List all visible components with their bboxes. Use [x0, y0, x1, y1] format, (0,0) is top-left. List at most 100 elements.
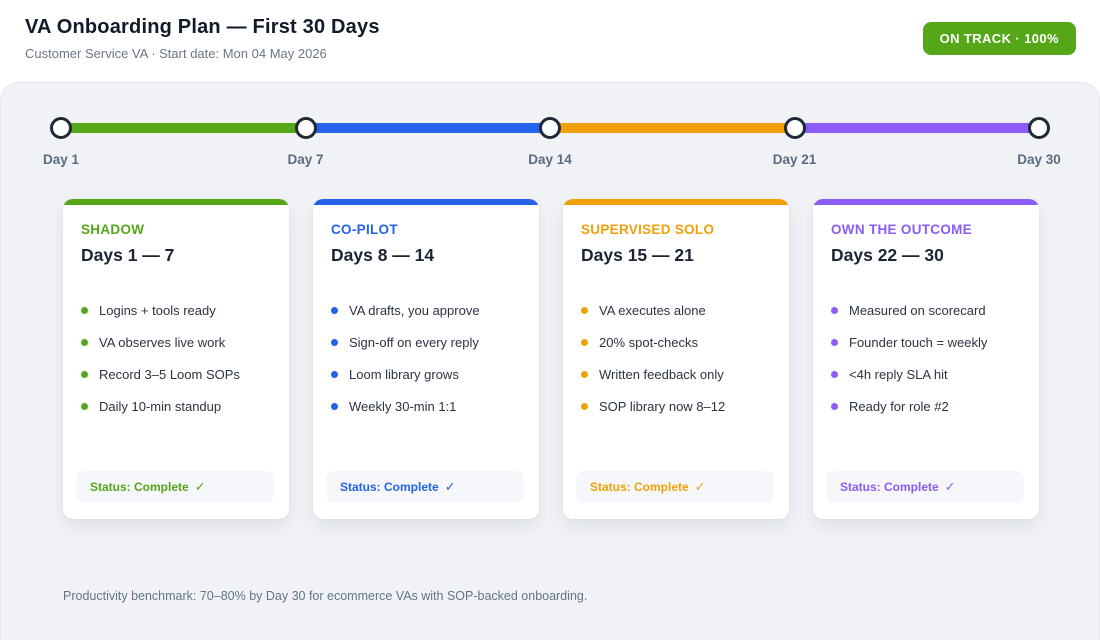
card-accent-bar [563, 199, 789, 205]
card-accent-bar [63, 199, 289, 205]
status-label: Status: Complete [340, 480, 439, 494]
list-item: SOP library now 8–12 [581, 390, 771, 422]
timeline-node-day-14 [539, 117, 561, 139]
list-item: Sign-off on every reply [331, 326, 521, 358]
timeline-label-day-21: Day 21 [772, 152, 817, 167]
phase-item-list: VA drafts, you approve Sign-off on every… [331, 294, 521, 422]
list-item: Daily 10-min standup [81, 390, 271, 422]
list-item: Loom library grows [331, 358, 521, 390]
timeline-node-day-1 [50, 117, 72, 139]
phase-item-list: Logins + tools ready VA observes live wo… [81, 294, 271, 422]
timeline-segment-1 [61, 123, 306, 133]
phase-cards: SHADOW Days 1 — 7 Logins + tools ready V… [63, 199, 1039, 519]
list-item-label: Measured on scorecard [849, 302, 986, 318]
card-accent-bar [813, 199, 1039, 205]
list-item-label: Sign-off on every reply [349, 334, 479, 350]
list-item-label: Ready for role #2 [849, 398, 949, 414]
bullet-dot-icon [831, 306, 838, 314]
bullet-dot-icon [81, 370, 88, 378]
checkmark-icon: ✓ [444, 479, 456, 494]
timeline-segment-3 [550, 123, 795, 133]
bullet-dot-icon [831, 338, 838, 346]
bullet-dot-icon [581, 402, 588, 410]
bullet-dot-icon [81, 306, 88, 314]
list-item: VA observes live work [81, 326, 271, 358]
list-item-label: Loom library grows [349, 366, 459, 382]
status-badge: ON TRACK · 100% [922, 22, 1076, 55]
phase-days: Days 8 — 14 [331, 245, 435, 265]
bullet-dot-icon [331, 338, 338, 346]
checkmark-icon: ✓ [194, 479, 206, 494]
phase-name: SHADOW [81, 222, 145, 237]
list-item-label: Record 3–5 Loom SOPs [99, 366, 240, 382]
checkmark-icon: ✓ [944, 479, 956, 494]
list-item: <4h reply SLA hit [831, 358, 1021, 390]
list-item: Logins + tools ready [81, 294, 271, 326]
list-item-label: <4h reply SLA hit [849, 366, 948, 382]
status-label: Status: Complete [840, 480, 939, 494]
phase-name: OWN THE OUTCOME [831, 222, 972, 237]
page-title: VA Onboarding Plan — First 30 Days [25, 16, 380, 38]
status-pill: Status: Complete ✓ [326, 471, 524, 503]
status-label: Status: Complete [90, 480, 189, 494]
bullet-dot-icon [581, 306, 588, 314]
bullet-dot-icon [81, 402, 88, 410]
bullet-dot-icon [331, 402, 338, 410]
benchmark-note: Productivity benchmark: 70–80% by Day 30… [63, 589, 588, 603]
page-header: VA Onboarding Plan — First 30 Days Custo… [0, 0, 1100, 82]
timeline-node-day-30 [1028, 117, 1050, 139]
bullet-dot-icon [581, 370, 588, 378]
timeline-node-day-21 [783, 117, 806, 139]
phase-card-co-pilot: CO-PILOT Days 8 — 14 VA drafts, you appr… [313, 199, 539, 519]
status-label: Status: Complete [590, 480, 689, 494]
list-item-label: VA executes alone [599, 302, 706, 318]
checkmark-icon: ✓ [694, 479, 706, 494]
list-item-label: Logins + tools ready [99, 302, 216, 318]
list-item: Measured on scorecard [831, 294, 1021, 326]
phase-days: Days 22 — 30 [831, 245, 944, 265]
phase-item-list: VA executes alone 20% spot-checks Writte… [581, 294, 771, 422]
list-item: Record 3–5 Loom SOPs [81, 358, 271, 390]
list-item-label: Founder touch = weekly [849, 334, 988, 350]
list-item: VA drafts, you approve [331, 294, 521, 326]
bullet-dot-icon [331, 306, 338, 314]
timeline-label-day-14: Day 14 [528, 152, 572, 167]
phase-card-own-the-outcome: OWN THE OUTCOME Days 22 — 30 Measured on… [813, 199, 1039, 519]
phase-item-list: Measured on scorecard Founder touch = we… [831, 294, 1021, 422]
status-pill: Status: Complete ✓ [576, 471, 774, 503]
list-item-label: VA observes live work [99, 334, 226, 350]
list-item: Ready for role #2 [831, 390, 1021, 422]
timeline-label-day-1: Day 1 [42, 152, 80, 167]
phase-name: SUPERVISED SOLO [581, 222, 715, 237]
status-pill: Status: Complete ✓ [826, 471, 1024, 503]
bullet-dot-icon [331, 370, 338, 378]
bullet-dot-icon [581, 338, 588, 346]
phase-card-supervised-solo: SUPERVISED SOLO Days 15 — 21 VA executes… [563, 199, 789, 519]
status-pill: Status: Complete ✓ [76, 471, 274, 503]
phase-days: Days 1 — 7 [81, 245, 175, 265]
list-item-label: Written feedback only [599, 366, 724, 382]
page-subtitle: Customer Service VA · Start date: Mon 04… [25, 46, 327, 61]
phase-name: CO-PILOT [331, 222, 398, 237]
timeline-segment-2 [305, 123, 550, 133]
phase-card-shadow: SHADOW Days 1 — 7 Logins + tools ready V… [63, 199, 289, 519]
timeline: Day 1 Day 7 Day 14 Day 21 Day 30 [43, 83, 1061, 188]
list-item-label: Daily 10-min standup [99, 398, 222, 414]
timeline-label-day-30: Day 30 [1017, 152, 1061, 167]
bullet-dot-icon [831, 370, 838, 378]
list-item-label: 20% spot-checks [599, 334, 698, 350]
bullet-dot-icon [831, 402, 838, 410]
bullet-dot-icon [81, 338, 88, 346]
content-panel: Day 1 Day 7 Day 14 Day 21 Day 30 SHADOW … [0, 82, 1100, 640]
list-item-label: Weekly 30-min 1:1 [349, 398, 457, 414]
list-item: Weekly 30-min 1:1 [331, 390, 521, 422]
list-item: 20% spot-checks [581, 326, 771, 358]
list-item-label: VA drafts, you approve [349, 302, 480, 318]
list-item: Founder touch = weekly [831, 326, 1021, 358]
list-item-label: SOP library now 8–12 [599, 398, 726, 414]
list-item: VA executes alone [581, 294, 771, 326]
timeline-node-day-7 [294, 117, 317, 139]
card-accent-bar [313, 199, 539, 205]
timeline-segment-4 [794, 123, 1039, 133]
timeline-label-day-7: Day 7 [287, 152, 324, 167]
